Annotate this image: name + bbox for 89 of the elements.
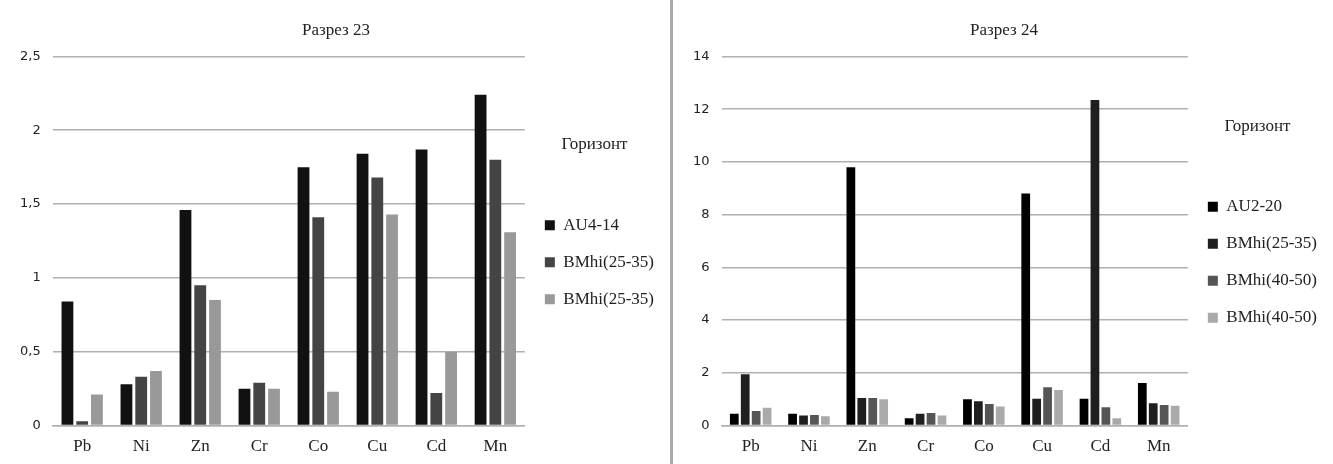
x-tick-label: Cr [917, 436, 935, 456]
bar [445, 351, 457, 425]
legend-label: AU2-20 [1226, 196, 1283, 216]
bar [268, 388, 280, 425]
bar [729, 413, 739, 425]
bar [120, 384, 133, 425]
chart-title: Разрез 24 [970, 19, 1039, 39]
legend-label: BMhi(40-50) [1226, 307, 1318, 327]
bar [846, 167, 856, 425]
y-tick-label: 10 [693, 153, 710, 169]
bar [1043, 387, 1052, 425]
bar [915, 413, 925, 425]
bar [489, 159, 502, 425]
bar [327, 391, 339, 425]
x-tick-label: Cu [367, 436, 388, 456]
bar [504, 232, 516, 425]
x-tick-label: Cd [426, 436, 447, 456]
bar [1148, 403, 1158, 425]
bar [1159, 405, 1169, 425]
y-tick-label: 6 [701, 258, 710, 274]
y-tick-label: 0 [32, 416, 41, 432]
x-tick-label: Mn [483, 436, 508, 456]
y-tick-label: 1,5 [19, 195, 41, 211]
bar [91, 394, 103, 425]
legend-label: AU4-14 [563, 214, 620, 234]
bar [1090, 99, 1100, 425]
x-tick-label: Co [973, 436, 994, 456]
y-tick-label: 0,5 [19, 343, 41, 359]
x-tick-label: Mn [1146, 436, 1171, 456]
bar [194, 285, 207, 425]
y-tick-label: 12 [693, 100, 710, 116]
bar [474, 94, 487, 425]
bar [1079, 398, 1089, 425]
bar [926, 412, 936, 425]
y-tick-label: 2 [32, 121, 41, 137]
bar [904, 418, 914, 425]
x-tick-label: Pb [741, 436, 760, 456]
bar [179, 209, 192, 425]
chart-title: Разрез 23 [302, 19, 370, 39]
x-tick-label: Pb [73, 436, 92, 456]
bar [61, 301, 74, 425]
y-tick-label: 8 [701, 206, 710, 221]
x-tick-label: Ni [132, 436, 150, 456]
y-tick-label: 4 [701, 311, 710, 327]
bar [810, 415, 819, 425]
bar [415, 149, 428, 425]
bar [312, 217, 325, 425]
bar [857, 397, 867, 425]
bar [356, 153, 369, 425]
bar [386, 214, 398, 425]
y-tick-label: 14 [693, 47, 710, 63]
legend-title: Горизонт [1224, 115, 1292, 135]
legend-label: BMhi(40-50) [1226, 270, 1318, 290]
x-tick-label: Cd [1090, 436, 1111, 456]
legend-label: BMhi(25-35) [1226, 233, 1318, 253]
bar [868, 397, 878, 425]
y-tick-label: 1 [32, 269, 41, 285]
bar [963, 399, 972, 425]
bar [788, 413, 797, 425]
bar [150, 370, 162, 425]
y-tick-label: 0 [701, 416, 710, 432]
bar [1137, 382, 1147, 425]
legend-label: BMhi(25-35) [563, 288, 655, 308]
bar [371, 177, 384, 425]
bar [799, 415, 808, 425]
bar [253, 382, 266, 425]
legend-label: BMhi(25-35) [563, 251, 655, 271]
legend-title: Горизонт [561, 134, 629, 154]
x-tick-label: Co [308, 436, 329, 456]
bar [1021, 193, 1031, 425]
bar [1032, 398, 1042, 425]
bar [209, 300, 221, 425]
x-tick-label: Ni [800, 436, 818, 456]
x-tick-label: Cr [250, 436, 269, 456]
y-tick-label: 2,5 [19, 47, 41, 63]
x-tick-label: Zn [190, 436, 211, 456]
bar [1101, 407, 1111, 425]
bar [135, 376, 148, 425]
bar [297, 167, 310, 425]
bar [430, 393, 443, 425]
y-tick-label: 2 [701, 364, 710, 380]
bar [76, 421, 89, 425]
bar [751, 411, 761, 425]
x-tick-label: Cu [1032, 436, 1053, 456]
bar [238, 388, 251, 425]
bar [984, 403, 994, 425]
bar [974, 401, 983, 425]
bar [740, 374, 750, 425]
x-tick-label: Zn [857, 436, 878, 456]
